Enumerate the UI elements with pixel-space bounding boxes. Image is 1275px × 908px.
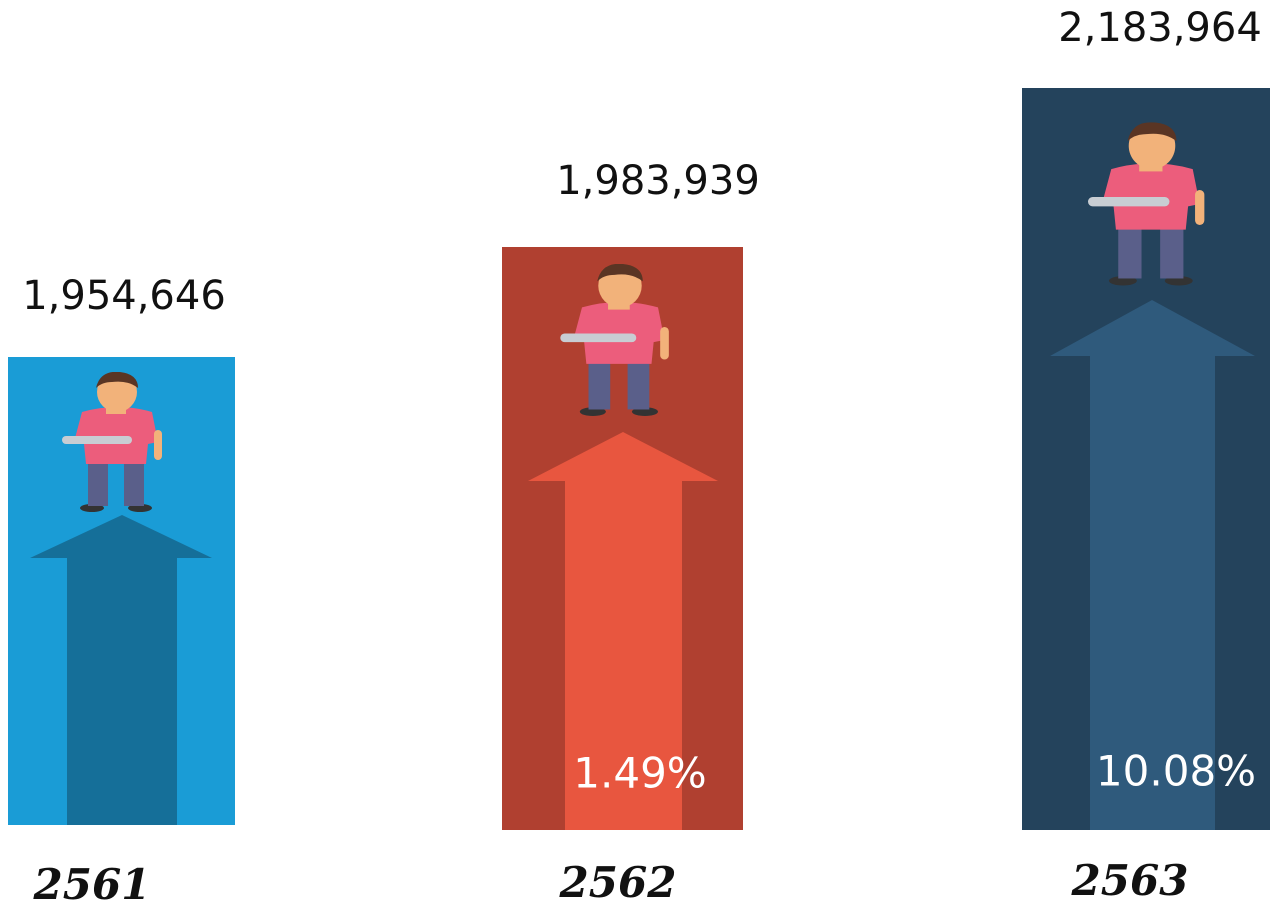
page: 1,954,646 2561 1,983,939 1.49% 2562 2,18… xyxy=(0,0,1275,908)
infographic: 1,954,646 2561 1,983,939 1.49% 2562 2,18… xyxy=(0,0,1275,908)
year-label: 2562 xyxy=(559,858,677,907)
value-label: 1,954,646 xyxy=(22,273,226,319)
bar-2563: 2,183,964 10.08% 2563 xyxy=(1022,5,1270,905)
bar-2561: 1,954,646 2561 xyxy=(8,273,235,908)
bar-2562: 1,983,939 1.49% 2562 xyxy=(502,158,760,907)
year-label: 2563 xyxy=(1071,856,1189,905)
change-label: 1.49% xyxy=(573,749,706,798)
change-label: 10.08% xyxy=(1096,747,1256,796)
year-label: 2561 xyxy=(33,860,151,908)
value-label: 1,983,939 xyxy=(556,158,760,204)
value-label: 2,183,964 xyxy=(1058,5,1262,51)
